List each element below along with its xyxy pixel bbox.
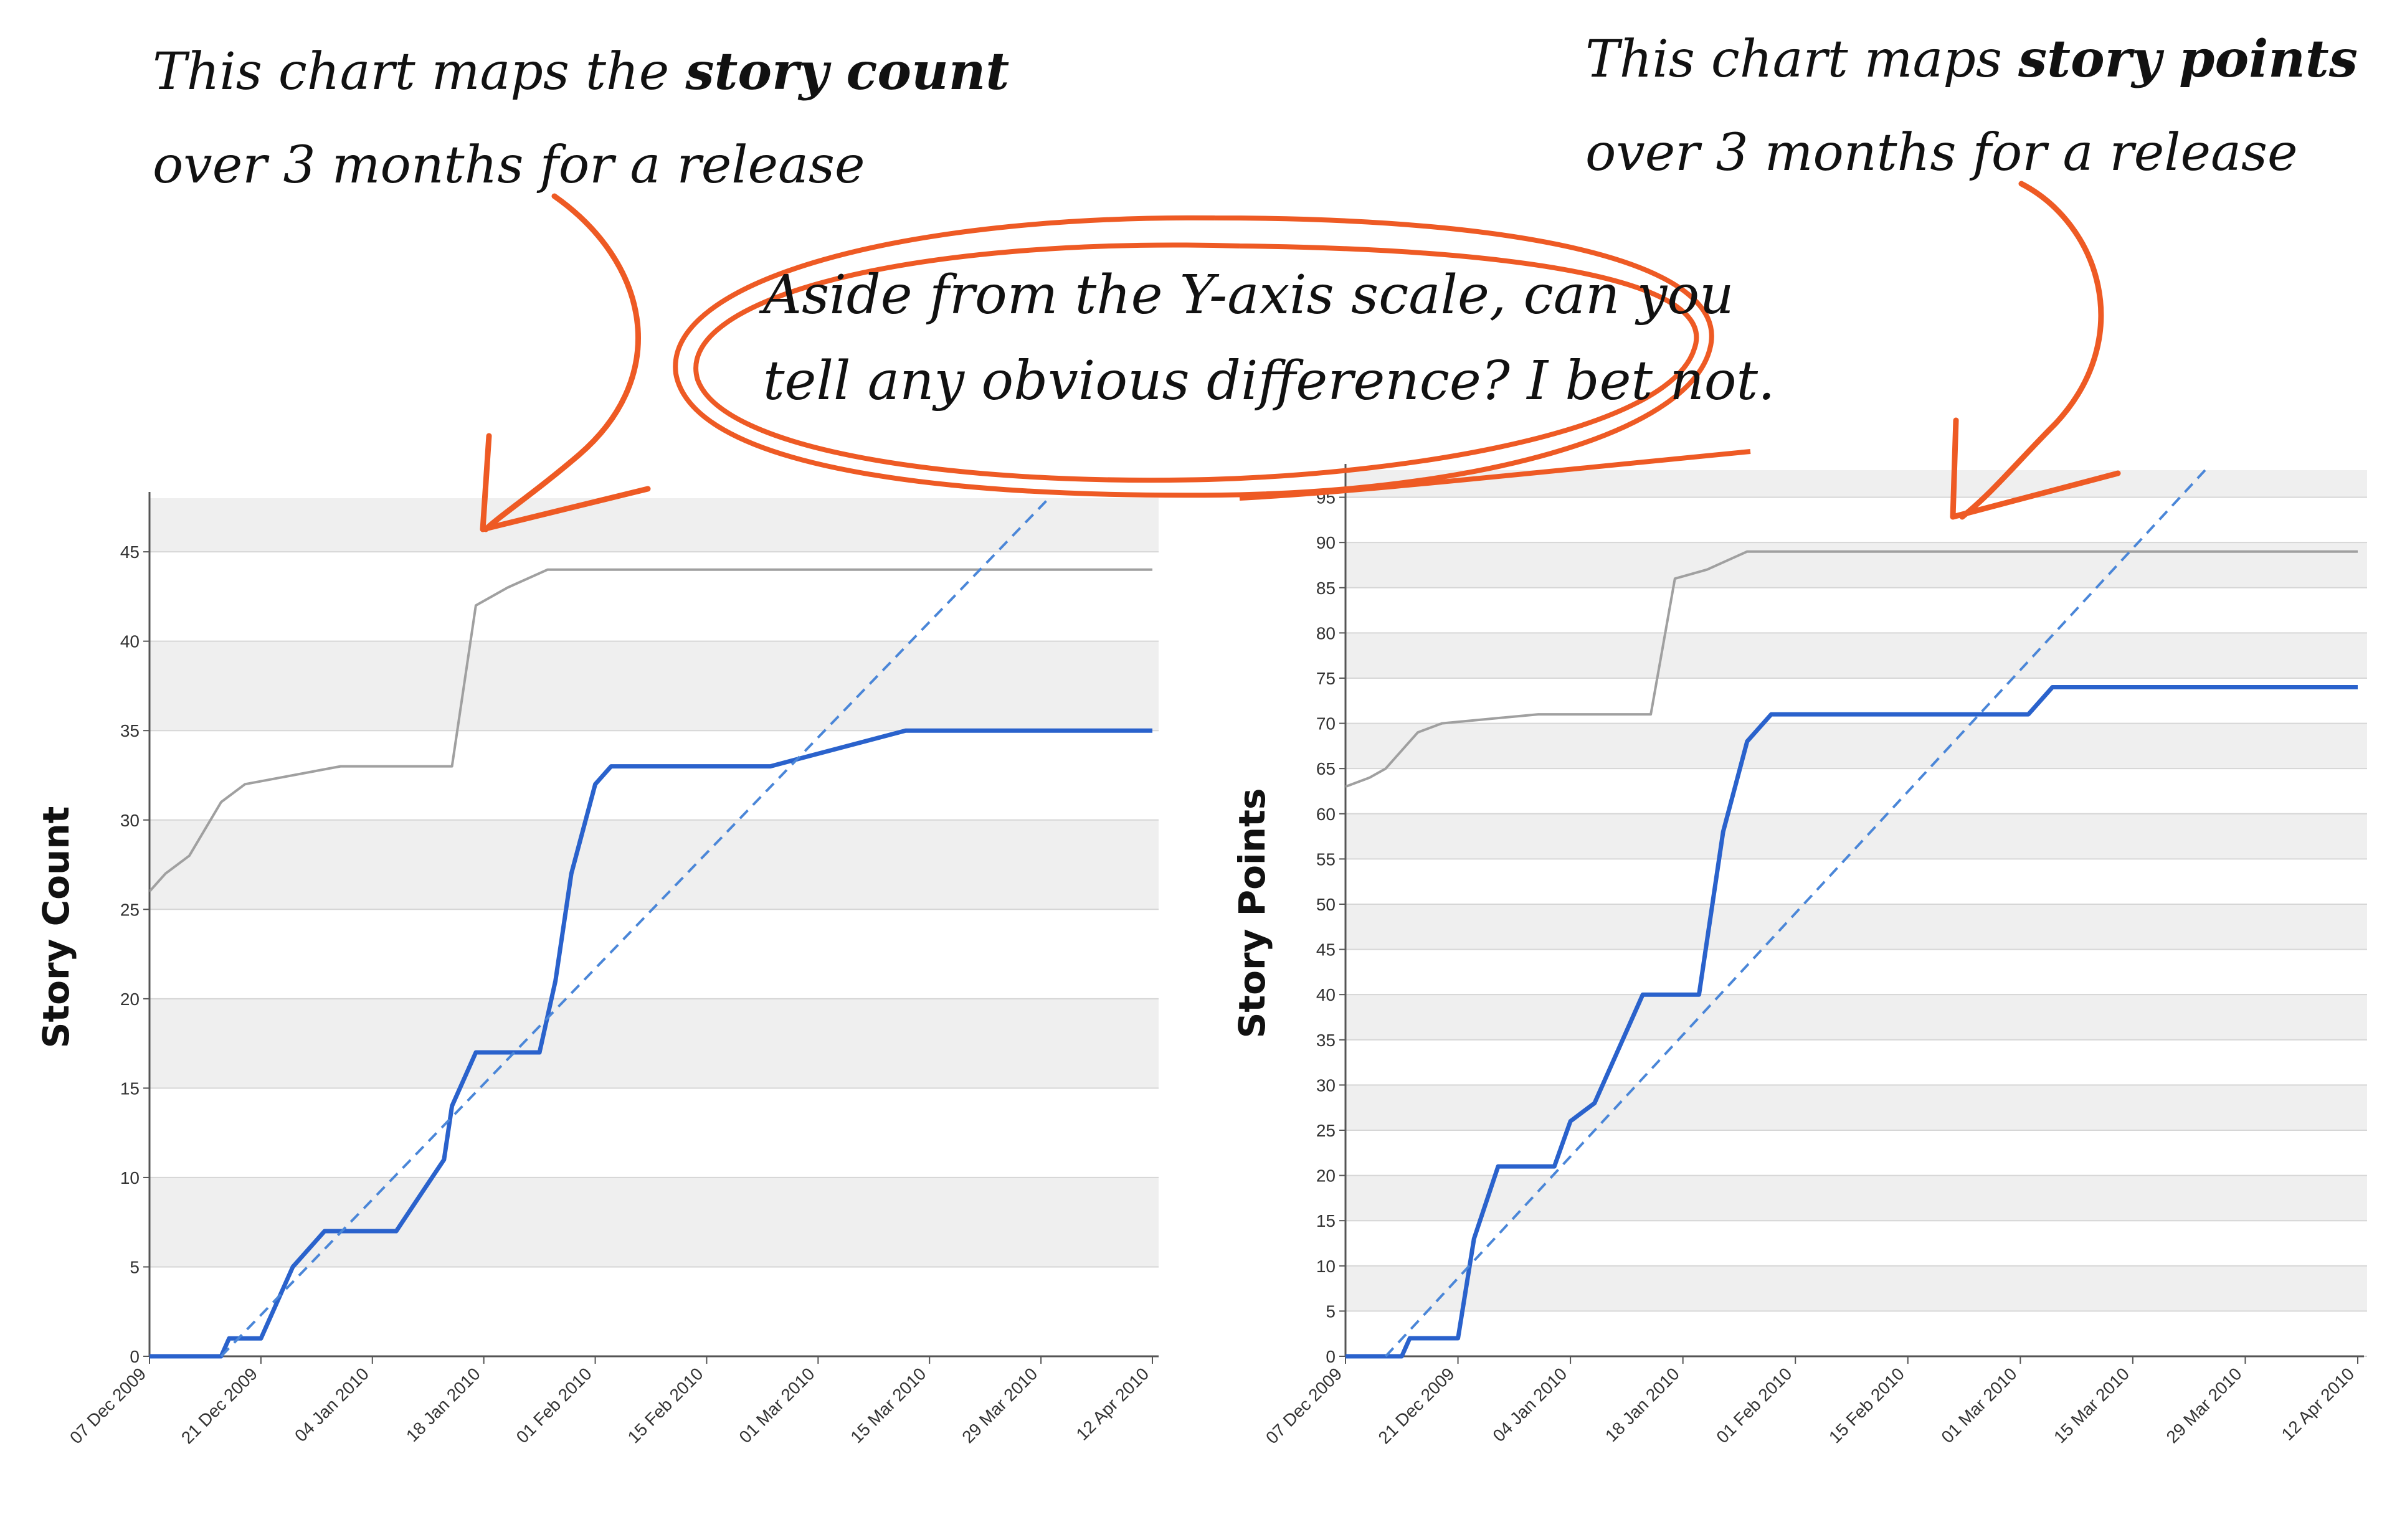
grid-bands (1346, 470, 2367, 1311)
y-tick-label: 40 (1316, 985, 1336, 1004)
y-axis-title: Story Points (1231, 788, 1273, 1039)
grid-band (150, 820, 1159, 910)
y-tick-label: 45 (1316, 940, 1336, 960)
grid-band (1346, 904, 2367, 950)
series-trend-line (1385, 469, 2206, 1358)
y-tick-label: 60 (1316, 805, 1336, 824)
y-tick-label: 55 (1316, 849, 1336, 869)
left-annotation: This chart maps the story count over 3 m… (153, 25, 1009, 212)
y-tick-label: 30 (120, 811, 140, 830)
series-completed-line (1346, 685, 2358, 1359)
grid-band (150, 1177, 1159, 1267)
y-tick-label: 20 (120, 990, 140, 1009)
y-tick-label: 75 (1316, 669, 1336, 688)
y-tick-label: 5 (130, 1257, 140, 1277)
y-tick-label: 15 (120, 1079, 140, 1098)
series-trend-line (220, 497, 1050, 1358)
right-arrow-shaft (1959, 181, 2104, 520)
y-tick-label: 40 (120, 632, 140, 651)
right-annotation-line1: This chart maps story points (1585, 29, 2358, 89)
y-tick-label: 45 (120, 542, 140, 562)
center-annotation-line1: Aside from the Y-axis scale, can you (763, 264, 1734, 326)
grid-lines (1346, 496, 2367, 1357)
grid-band (150, 641, 1159, 731)
y-tick-label: 0 (130, 1347, 140, 1366)
y-tick-label: 80 (1316, 623, 1336, 643)
y-tick-label: 30 (1316, 1075, 1336, 1095)
center-ellipse-ring2 (673, 215, 1714, 498)
grid-band (1346, 813, 2367, 859)
y-axis-title: Story Count (35, 806, 77, 1049)
right-annotation: This chart maps story points over 3 mont… (1585, 12, 2358, 200)
y-tick-label: 10 (120, 1168, 140, 1188)
y-tick-label: 20 (1316, 1166, 1336, 1186)
grid-band (1346, 994, 2367, 1040)
y-tick-label: 70 (1316, 714, 1336, 734)
grid-band (1346, 542, 2367, 588)
grid-band (1346, 1085, 2367, 1130)
left-arrow-head (480, 433, 651, 532)
left-annotation-line1: This chart maps the story count (153, 42, 1010, 102)
y-tick-label: 35 (120, 721, 140, 740)
y-tick-label: 35 (1316, 1031, 1336, 1050)
left-annotation-line2: over 3 months for a release (153, 136, 865, 195)
left-arrow-shaft (483, 193, 641, 532)
grid-band (1346, 723, 2367, 769)
y-tick-label: 15 (1316, 1211, 1336, 1231)
right-arrow (1950, 181, 2121, 520)
right-arrow-head (1950, 417, 2121, 520)
grid-band (1346, 633, 2367, 678)
y-tick-label: 0 (1326, 1347, 1336, 1366)
series-total-scope-line (150, 568, 1152, 892)
left-arrow (480, 193, 651, 532)
y-tick-label: 5 (1326, 1301, 1336, 1321)
right-annotation-line2: over 3 months for a release (1585, 123, 2298, 182)
center-ellipse (673, 215, 1751, 501)
grid-band (1346, 1175, 2367, 1221)
grid-band (1346, 1265, 2367, 1311)
series-completed-line (150, 728, 1152, 1359)
y-tick-label: 25 (1316, 1121, 1336, 1140)
y-tick-label: 50 (1316, 895, 1336, 914)
center-ellipse-tail (1239, 449, 1751, 501)
y-tick-label: 10 (1316, 1257, 1336, 1276)
y-tick-label: 85 (1316, 579, 1336, 598)
y-tick-label: 90 (1316, 533, 1336, 552)
center-ellipse-ring1 (693, 242, 1699, 483)
y-tick-label: 25 (120, 900, 140, 919)
grid-band (150, 498, 1159, 552)
grid-band (150, 998, 1159, 1089)
y-tick-label: 65 (1316, 759, 1336, 778)
y-tick-labels: 0 5 10 15 20 25 30 35 40 45 (120, 542, 150, 1366)
series-total-scope-line (1346, 550, 2358, 788)
grid-bands (150, 498, 1159, 1267)
center-annotation-line2: tell any obvious difference? I bet not. (763, 350, 1775, 412)
center-annotation: Aside from the Y-axis scale, can you tel… (763, 252, 1775, 424)
